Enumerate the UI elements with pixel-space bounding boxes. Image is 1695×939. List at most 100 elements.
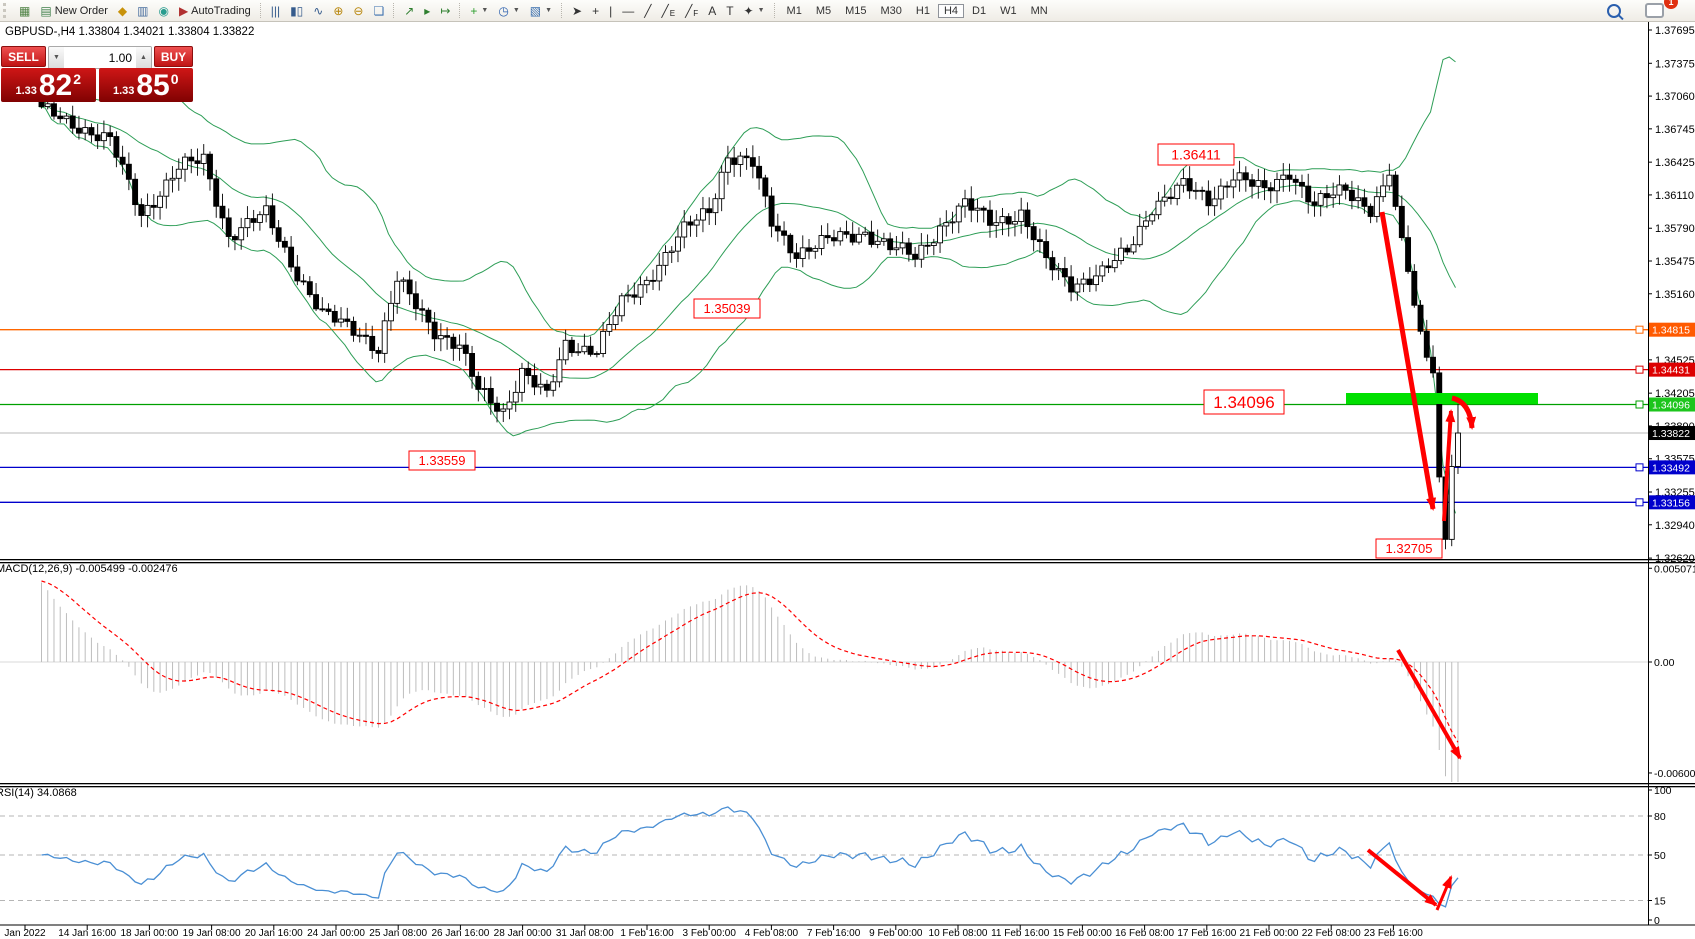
zoom-out-icon[interactable]: ⊖	[353, 3, 364, 18]
price-label-box[interactable]	[408, 450, 476, 471]
timeframe-m5[interactable]: M5	[815, 4, 832, 17]
svg-text:1.37375: 1.37375	[1655, 58, 1695, 70]
svg-text:19 Jan 08:00: 19 Jan 08:00	[183, 928, 241, 939]
text-icon[interactable]: A	[708, 3, 717, 18]
notifications-icon[interactable]: 1	[1640, 0, 1678, 21]
toolbar-separator	[393, 3, 395, 18]
toolbar-separator	[459, 3, 461, 18]
tile-windows-icon[interactable]: ❏	[373, 3, 385, 18]
annotation-arrow[interactable]	[1451, 395, 1477, 430]
svg-text:23 Feb 16:00: 23 Feb 16:00	[1364, 928, 1423, 939]
volume-increase-button[interactable]: ▲	[136, 47, 151, 68]
svg-text:16 Feb 08:00: 16 Feb 08:00	[1115, 928, 1174, 939]
svg-text:28 Jan 00:00: 28 Jan 00:00	[494, 928, 552, 939]
symbol-title: GBPUSD-,H4 1.33804 1.34021 1.33804 1.338…	[5, 26, 255, 38]
toolbar-grip	[3, 3, 11, 18]
price-label-box[interactable]	[1203, 389, 1285, 415]
svg-text:15 Feb 00:00: 15 Feb 00:00	[1053, 928, 1112, 939]
svg-text:1.34431: 1.34431	[1652, 365, 1690, 377]
svg-text:1.34096: 1.34096	[1652, 400, 1690, 412]
candlestick-chart-icon[interactable]: ▮▯	[290, 3, 304, 18]
timeframe-m1[interactable]: M1	[786, 4, 802, 17]
metaeditor-icon[interactable]: ◆	[117, 3, 128, 18]
line-chart-icon[interactable]: ∿	[313, 3, 324, 18]
autotrading-button[interactable]: ▶ AutoTrading	[178, 3, 251, 18]
vertical-line-icon[interactable]: |	[609, 3, 613, 18]
new-order-button[interactable]: ▤ New Order	[40, 3, 108, 18]
svg-text:10 Feb 08:00: 10 Feb 08:00	[929, 928, 988, 939]
svg-text:0.005071: 0.005071	[1654, 563, 1695, 575]
annotation-arrow[interactable]	[1366, 848, 1438, 907]
svg-text:26 Jan 16:00: 26 Jan 16:00	[431, 928, 489, 939]
annotations-layer[interactable]: 1.36411 1.35039 1.34096 1.33559 1.32705	[408, 143, 1477, 911]
signals-icon[interactable]: ◉	[158, 3, 169, 18]
print-icon[interactable]: ▥	[137, 3, 149, 18]
toolbar: ▦ ▤ New Order ◆ ▥ ◉ ▶ AutoTrading ||| ▮▯ ∿ ⊕ ⊖ ❏ ↗ ▸ ↦ + ▼…	[0, 0, 1695, 22]
svg-text:1.34815: 1.34815	[1652, 325, 1690, 337]
timeframe-h4[interactable]: H4	[937, 3, 965, 18]
svg-text:1.33492: 1.33492	[1652, 462, 1690, 474]
rsi-indicator-label: RSI(14) 34.0868	[0, 787, 77, 799]
support-zone-band[interactable]	[1346, 393, 1538, 404]
svg-text:4 Feb 08:00: 4 Feb 08:00	[745, 928, 799, 939]
annotation-arrow[interactable]	[1396, 649, 1462, 760]
bollinger-middle	[38, 104, 1456, 379]
arrows-dropdown[interactable]: ✦ ▼	[743, 3, 765, 18]
timeframe-mn[interactable]: MN	[1030, 4, 1048, 17]
chart-shift-icon[interactable]: ↦	[440, 3, 451, 18]
indicators-icon[interactable]: ↗	[404, 3, 415, 18]
svg-text:1.32620: 1.32620	[1655, 553, 1695, 565]
notification-badge: 1	[1664, 0, 1678, 9]
volume-stepper: ▼ ▲	[48, 46, 152, 69]
svg-text:31 Jan 08:00: 31 Jan 08:00	[556, 928, 614, 939]
bar-chart-icon[interactable]: |||	[270, 3, 281, 18]
timeframe-w1[interactable]: W1	[1000, 4, 1017, 17]
buy-price-display: 1.33 85 0	[98, 68, 193, 102]
auto-scroll-icon[interactable]: ▸	[424, 3, 431, 18]
periods-dropdown[interactable]: ◷ ▼	[498, 3, 520, 18]
annotation-arrow[interactable]	[1435, 875, 1453, 911]
annotation-arrow[interactable]	[1379, 211, 1437, 511]
cursor-icon[interactable]: ➤	[572, 3, 583, 18]
buy-button[interactable]: BUY	[154, 46, 193, 67]
macd-indicator-label: MACD(12,26,9) -0.005499 -0.002476	[0, 563, 178, 575]
price-label-box[interactable]	[693, 298, 761, 319]
crosshair-icon[interactable]: +	[592, 3, 600, 18]
timeframe-h1[interactable]: H1	[915, 4, 930, 17]
one-click-trading-panel: SELL ▼ ▲ BUY 1.33 82 2 1.33 85 0	[1, 46, 193, 102]
zoom-in-icon[interactable]: ⊕	[333, 3, 344, 18]
toolbar-separator	[773, 3, 776, 18]
svg-text:0.00: 0.00	[1654, 657, 1675, 669]
equidistant-channel-icon[interactable]: ╱ E	[661, 3, 676, 19]
new-chart-icon[interactable]: ▦	[19, 3, 31, 18]
timeframe-d1[interactable]: D1	[972, 4, 987, 17]
search-icon[interactable]	[1602, 1, 1626, 21]
sell-price-display: 1.33 82 2	[1, 68, 96, 102]
text-label-icon[interactable]: T	[726, 3, 734, 18]
svg-text:1.35160: 1.35160	[1655, 289, 1695, 301]
sell-button[interactable]: SELL	[1, 46, 46, 67]
trendline-icon[interactable]: ╱	[644, 3, 652, 18]
svg-text:1.37695: 1.37695	[1655, 25, 1695, 37]
svg-text:1.37060: 1.37060	[1655, 91, 1695, 103]
svg-text:1.32705: 1.32705	[1386, 541, 1433, 556]
templates-dropdown[interactable]: ▧ ▼	[529, 3, 553, 18]
toolbar-separator	[259, 3, 262, 18]
svg-text:1.32940: 1.32940	[1655, 520, 1695, 532]
horizontal-line-icon[interactable]: —	[622, 3, 635, 18]
add-indicator-dropdown[interactable]: + ▼	[470, 3, 489, 18]
fibonacci-icon[interactable]: ╱ F	[685, 3, 699, 19]
svg-text:3 Feb 00:00: 3 Feb 00:00	[683, 928, 737, 939]
volume-input[interactable]	[64, 47, 136, 68]
timeframe-m15[interactable]: M15	[845, 4, 867, 17]
volume-decrease-button[interactable]: ▼	[49, 47, 64, 68]
timeframe-m30[interactable]: M30	[880, 4, 902, 17]
annotation-arrow[interactable]	[1442, 409, 1456, 522]
svg-text:15: 15	[1654, 896, 1666, 908]
price-label-box[interactable]	[1157, 143, 1235, 166]
price-label-box[interactable]	[1375, 538, 1443, 559]
svg-text:1.36110: 1.36110	[1655, 190, 1694, 202]
svg-text:1.33559: 1.33559	[419, 453, 466, 468]
